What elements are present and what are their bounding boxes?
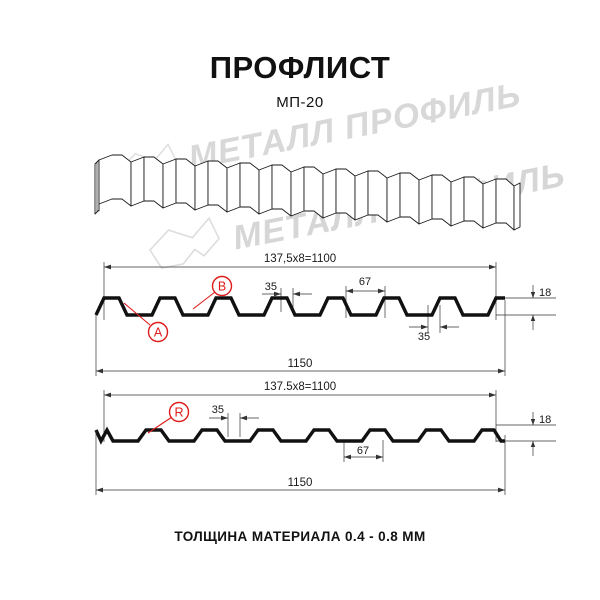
dimension-height-lower	[496, 412, 556, 456]
dimension-label-crest-lower: 35	[212, 404, 224, 416]
metall-profil-logo	[148, 216, 221, 269]
dimension-label-bottom-lower: 1150	[288, 477, 313, 489]
title-block: ПРОФЛИСТ МП-20	[0, 50, 600, 111]
callout-marker-b: B	[192, 275, 233, 310]
dimension-bottom-upper	[95, 300, 506, 376]
dimension-top-lower	[103, 390, 497, 442]
material-thickness-note: ТОЛЩИНА МАТЕРИАЛА 0.4 - 0.8 ММ	[174, 529, 426, 544]
page-title: ПРОФЛИСТ	[209, 50, 391, 85]
dimension-label-pitch-upper: 35	[418, 331, 430, 343]
callout-marker-r-label: R	[174, 406, 183, 420]
dimension-label-crest-upper: 35	[265, 281, 277, 293]
profile-section-lower: 137.5x8=1100 35 67 18	[94, 381, 556, 495]
page-subtitle: МП-20	[276, 93, 324, 111]
callout-marker-b-label: B	[218, 280, 226, 294]
dimension-label-top-lower: 137.5x8=1100	[264, 381, 336, 393]
dimension-label-height-lower: 18	[539, 414, 551, 426]
dimension-valley-lower	[343, 440, 384, 462]
callout-marker-r: R	[147, 401, 190, 434]
profile-outline-upper	[94, 296, 505, 317]
dimension-label-top-upper: 137,5x8=1100	[264, 253, 336, 265]
callout-marker-a-label: A	[154, 326, 163, 340]
profile-section-upper: 137,5x8=1100 35 67 35	[94, 253, 556, 376]
dimension-label-valley-lower: 67	[357, 445, 369, 457]
dimension-pitch-upper	[409, 305, 459, 333]
callout-marker-a: A	[123, 302, 169, 343]
dimension-label-valley-upper: 67	[359, 276, 371, 288]
dimension-top-upper	[103, 262, 497, 320]
dimension-crest-lower	[209, 413, 259, 437]
corrugated-sheet-3d-view	[94, 154, 521, 231]
profile-outline-lower	[94, 426, 505, 445]
dimension-label-height-upper: 18	[539, 287, 551, 299]
dimension-crest-upper	[262, 288, 312, 312]
dimension-height-upper	[496, 285, 556, 330]
watermark-text-secondary: МЕТАЛЛ ПРОФИЛЬ	[185, 76, 524, 178]
dimension-label-bottom-upper: 1150	[288, 358, 313, 370]
dimension-bottom-lower	[95, 430, 506, 495]
